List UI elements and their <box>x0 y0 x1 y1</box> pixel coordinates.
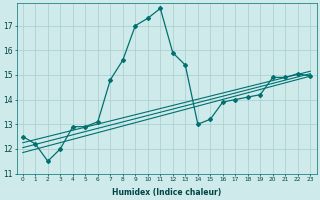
X-axis label: Humidex (Indice chaleur): Humidex (Indice chaleur) <box>112 188 221 197</box>
